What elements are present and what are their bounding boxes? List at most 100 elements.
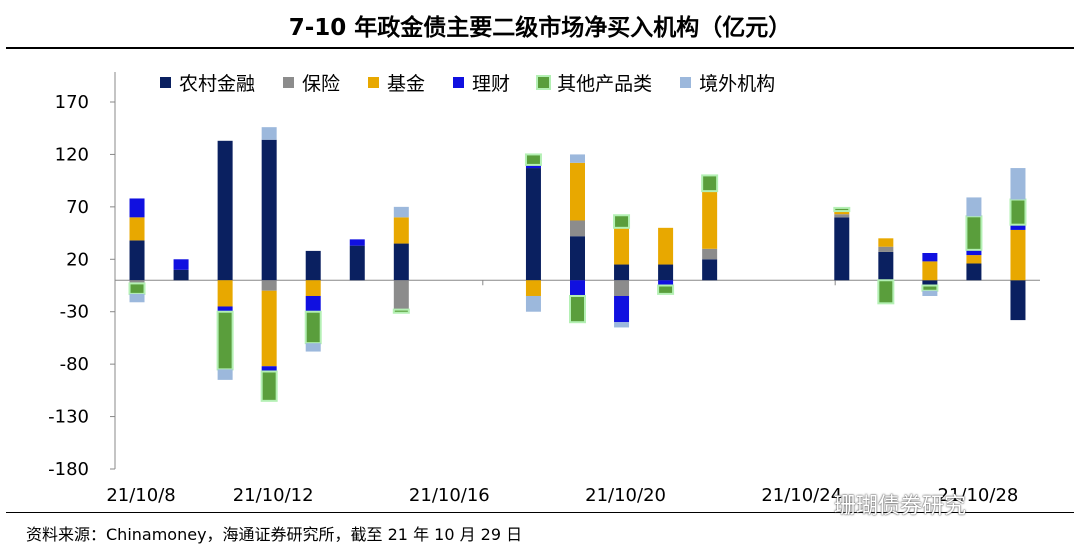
x-tick-label-4: 21/10/24 (761, 485, 842, 506)
legend-item-insurance: 保险 (283, 69, 340, 96)
bar-21-10-15-series-5 (393, 206, 409, 218)
bar-21-10-26-series-2 (878, 238, 894, 247)
bar-21-10-26-series-1 (878, 246, 894, 252)
y-tick-label-3: 20 (66, 249, 89, 270)
bar-21-10-29-series-2 (1010, 229, 1026, 281)
legend-label-foreign: 境外机构 (699, 72, 776, 95)
bar-21-10-28-series-4 (965, 215, 983, 251)
legend-swatch-fund (368, 76, 380, 88)
bar-21-10-27-series-4 (921, 284, 939, 292)
bar-21-10-19-series-3 (570, 280, 585, 296)
x-tick-label-3: 21/10/20 (585, 485, 666, 506)
y-tick-label-6: -130 (48, 407, 89, 428)
bar-21-10-19-series-2 (570, 162, 585, 221)
legend-item-other-products: 其他产品类 (536, 69, 653, 96)
bar-21-10-20-series-4 (613, 214, 631, 229)
bar-21-10-15-series-4 (392, 308, 410, 314)
bar-21-10-27-series-2 (922, 261, 938, 281)
legend-label-rural-finance: 农村金融 (179, 72, 256, 95)
legend-label-fund: 基金 (387, 72, 426, 95)
bar-21-10-28-series-3 (966, 249, 982, 256)
bar-21-10-13-series-4 (304, 310, 322, 345)
bar-21-10-12-series-2 (261, 290, 277, 367)
bar-21-10-29-series-3 (1010, 224, 1026, 230)
legend-item-foreign: 境外机构 (680, 69, 775, 96)
bar-21-10-8-series-0 (129, 240, 145, 281)
y-tick-label-0: 170 (55, 92, 89, 113)
legend-label-other-products: 其他产品类 (557, 72, 653, 95)
bar-21-10-15-series-2 (393, 217, 409, 244)
y-tick-label-2: 70 (66, 197, 89, 218)
bar-21-10-14-series-3 (349, 239, 365, 246)
x-tick-label-2: 21/10/16 (409, 485, 490, 506)
bar-21-10-8-series-3 (129, 198, 145, 218)
bar-21-10-11-series-5 (217, 369, 233, 380)
bar-21-10-18-series-5 (525, 295, 541, 312)
y-tick-label-5: -80 (60, 354, 89, 375)
bar-21-10-11-series-4 (216, 310, 234, 371)
bar-21-10-27-series-5 (922, 290, 938, 296)
bar-21-10-22-series-1 (702, 248, 718, 260)
bar-21-10-11-series-0 (217, 140, 233, 281)
bar-21-10-13-series-2 (305, 280, 321, 296)
legend-swatch-rural-finance (160, 76, 171, 88)
bar-21-10-21-series-2 (658, 227, 674, 265)
bar-21-10-22-series-0 (702, 259, 718, 281)
bar-21-10-18-series-4 (524, 153, 542, 166)
bar-21-10-25-series-1 (834, 214, 850, 218)
legend-swatch-wealth-mgmt (453, 76, 465, 88)
bar-21-10-8-series-2 (129, 217, 145, 241)
bar-21-10-11-series-3 (217, 306, 233, 312)
bar-21-10-22-series-2 (702, 191, 718, 249)
bar-21-10-8-series-4 (128, 282, 146, 295)
bar-21-10-8-series-1 (129, 280, 145, 284)
legend-swatch-insurance (283, 76, 295, 88)
bar-21-10-20-series-3 (614, 295, 630, 323)
x-tick-label-0: 21/10/8 (106, 485, 175, 506)
legend-swatch-foreign (680, 76, 692, 88)
bar-21-10-27-series-3 (922, 252, 938, 262)
watermark: 珊瑚债券研究 (834, 494, 967, 519)
bar-21-10-28-series-2 (966, 255, 982, 264)
bar-21-10-18-series-3 (525, 164, 541, 169)
title-rule (6, 47, 1074, 49)
bar-21-10-11-series-2 (217, 280, 233, 307)
legend-item-fund: 基金 (368, 69, 425, 96)
y-tick-label-4: -30 (60, 302, 89, 323)
legend-item-wealth-mgmt: 理财 (453, 69, 510, 96)
footer-rule (6, 512, 1074, 513)
bar-21-10-21-series-4 (657, 284, 675, 295)
legend: 农村金融 保险 基金 理财 其他产品类 境外机构 (160, 68, 803, 96)
bar-21-10-20-series-2 (614, 227, 630, 265)
bar-21-10-20-series-0 (614, 264, 630, 281)
bar-21-10-12-series-3 (261, 366, 277, 372)
chart-title: 7-10 年政金债主要二级市场净买入机构（亿元） (288, 15, 792, 41)
x-tick-label-1: 21/10/12 (233, 485, 314, 506)
bar-21-10-25-series-0 (834, 217, 850, 281)
bar-21-10-25-series-4 (833, 206, 851, 213)
bar-21-10-28-series-5 (966, 197, 982, 217)
bar-21-10-13-series-0 (305, 250, 321, 281)
source-note: 资料来源：Chinamoney，海通证券研究所，截至 21 年 10 月 29 … (26, 525, 523, 544)
bar-21-10-29-series-0 (1010, 280, 1026, 321)
x-tick-label-5: 21/10/28 (938, 485, 1019, 506)
bar-21-10-25-series-2 (834, 211, 850, 215)
bar-21-10-26-series-4 (877, 279, 895, 305)
bar-21-10-12-series-5 (261, 127, 277, 140)
bar-21-10-18-series-2 (525, 280, 541, 296)
y-tick-label-1: 120 (55, 144, 89, 165)
legend-label-insurance: 保险 (302, 72, 341, 95)
bar-21-10-26-series-0 (878, 251, 894, 281)
bar-21-10-12-series-4 (260, 370, 278, 402)
bar-21-10-19-series-5 (570, 154, 585, 163)
bar-21-10-19-series-0 (570, 236, 585, 281)
bar-21-10-20-series-1 (614, 280, 630, 296)
legend-swatch-other-products (536, 74, 552, 90)
bar-21-10-19-series-4 (569, 294, 586, 324)
bar-21-10-14-series-0 (349, 245, 365, 281)
bar-21-10-18-series-0 (525, 168, 541, 281)
bar-21-10-15-series-0 (393, 243, 409, 281)
bar-21-10-15-series-1 (393, 280, 409, 310)
bar-21-10-8-series-5 (129, 293, 145, 303)
